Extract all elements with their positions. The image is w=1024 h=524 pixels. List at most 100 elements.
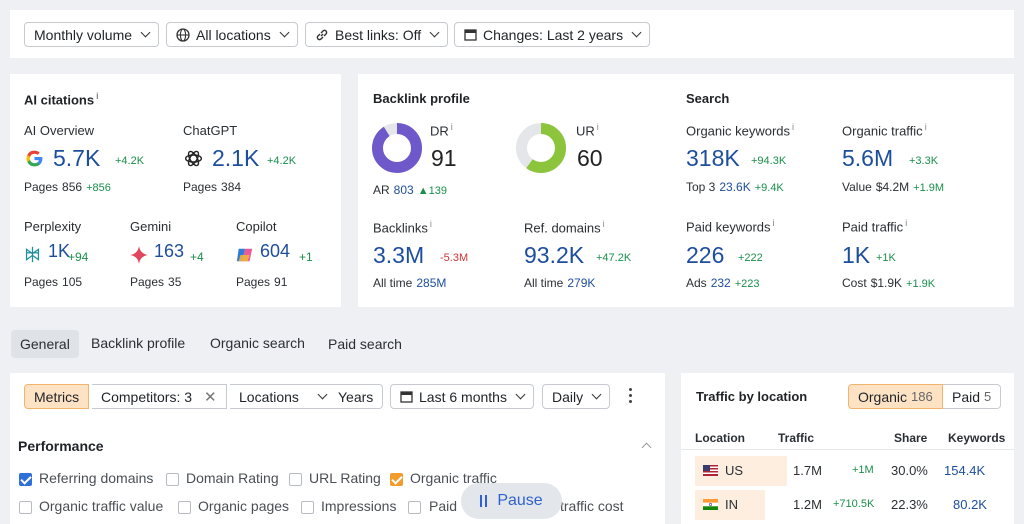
tab-general[interactable]: General — [11, 330, 79, 358]
value-delta: +1.9M — [913, 182, 945, 194]
ur-label: UR i — [576, 122, 599, 138]
location-name[interactable]: US — [725, 463, 744, 478]
keywords-value[interactable]: 80.2K — [953, 497, 987, 512]
organic-toggle-count: 186 — [911, 389, 933, 404]
gemini-value[interactable]: 163 — [154, 241, 185, 261]
copilot-delta: +1 — [299, 250, 313, 264]
calendar-icon — [464, 29, 477, 41]
organic-toggle[interactable]: Organic 186 — [848, 384, 943, 409]
impressions-checkbox[interactable] — [301, 501, 314, 514]
pause-button[interactable]: Pause — [461, 483, 562, 519]
pages-value[interactable]: 384 — [221, 180, 242, 194]
copilot-value[interactable]: 604 — [260, 241, 291, 261]
dr-ring — [372, 123, 422, 173]
ai-overview-value[interactable]: 5.7K — [53, 145, 101, 171]
filter-bar: Monthly volume All locations Best links:… — [10, 10, 1014, 58]
paid-toggle[interactable]: Paid 5 — [943, 384, 1002, 409]
info-icon[interactable]: i — [450, 122, 453, 132]
organic-traffic-value-checkbox[interactable] — [19, 501, 32, 514]
perplexity-value[interactable]: 1K — [48, 241, 71, 261]
pages-value[interactable]: 856 — [62, 180, 83, 194]
value-amount[interactable]: $4.2M — [875, 180, 910, 194]
pages-value[interactable]: 105 — [62, 275, 83, 289]
chevron-down-icon — [631, 27, 642, 38]
paid-checkbox[interactable] — [408, 501, 421, 514]
col-keywords[interactable]: Keywords — [948, 431, 1006, 445]
granularity-dropdown[interactable]: Daily — [542, 384, 611, 409]
dr-value[interactable]: 91 — [431, 145, 457, 171]
col-location[interactable]: Location — [695, 431, 745, 445]
performance-title: Performance — [18, 438, 104, 454]
ads-value[interactable]: 232 — [710, 276, 731, 290]
keywords-value[interactable]: 154.4K — [944, 463, 986, 478]
tab-organic-search[interactable]: Organic search — [210, 335, 305, 351]
ar-value[interactable]: 803 — [393, 183, 414, 197]
referring-domains-checkbox[interactable] — [19, 473, 32, 486]
info-icon[interactable]: i — [429, 219, 432, 229]
backlinks-all-time: All time 285M — [373, 276, 446, 290]
all-time-value[interactable]: 279K — [567, 276, 596, 290]
pages-value[interactable]: 91 — [274, 275, 288, 289]
cost-delta: +1.9K — [906, 278, 936, 290]
gemini-delta: +4 — [190, 250, 204, 264]
years-button[interactable]: Years — [329, 384, 384, 409]
monthly-volume-dropdown[interactable]: Monthly volume — [24, 22, 160, 47]
link-icon — [316, 29, 328, 40]
organic-keywords-value[interactable]: 318K — [686, 145, 740, 171]
chevron-down-icon — [429, 27, 440, 38]
cost-value[interactable]: $1.9K — [870, 276, 903, 290]
ref-domains-label: Ref. domains i — [524, 219, 605, 235]
competitors-button[interactable]: Competitors: 3 ✕ — [92, 384, 227, 409]
best-links-dropdown[interactable]: Best links: Off — [305, 22, 449, 47]
paid-traffic-value[interactable]: 1K — [842, 242, 871, 268]
date-range-dropdown[interactable]: Last 6 months — [390, 384, 534, 409]
close-icon[interactable]: ✕ — [204, 388, 217, 406]
col-traffic[interactable]: Traffic — [778, 431, 815, 445]
gemini-pages: Pages 35 — [130, 275, 181, 289]
ai-citations-title-text: AI citations — [24, 92, 95, 108]
info-icon[interactable]: i — [596, 122, 599, 132]
info-icon[interactable]: i — [924, 122, 927, 132]
info-icon[interactable]: i — [792, 122, 795, 132]
paid-keywords-value[interactable]: 226 — [686, 242, 725, 268]
url-rating-checkbox[interactable] — [289, 473, 302, 486]
copilot-icon — [236, 248, 253, 262]
organic-traffic-value[interactable]: 5.6M — [842, 145, 894, 171]
info-icon[interactable]: i — [96, 91, 99, 101]
tab-paid-search[interactable]: Paid search — [328, 336, 402, 352]
paid-traffic-delta: +1K — [876, 252, 896, 264]
location-name[interactable]: IN — [725, 497, 738, 512]
tab-backlink-profile[interactable]: Backlink profile — [91, 335, 186, 351]
years-label: Years — [338, 388, 374, 405]
table-row[interactable]: US 1.7M +1M 30.0% 154.4K — [681, 456, 1014, 486]
more-options-icon[interactable] — [629, 388, 633, 403]
organic-traffic-checkbox[interactable] — [390, 473, 403, 486]
all-time-label: All time — [524, 276, 564, 290]
info-icon[interactable]: i — [602, 219, 605, 229]
backlinks-value[interactable]: 3.3M — [373, 242, 425, 268]
metrics-button[interactable]: Metrics — [24, 384, 90, 409]
chevron-up-icon[interactable] — [641, 442, 652, 453]
perplexity-label: Perplexity — [24, 219, 82, 234]
pages-label: Pages — [24, 180, 59, 194]
pages-value[interactable]: 35 — [168, 275, 182, 289]
table-row[interactable]: IN 1.2M +710.5K 22.3% 80.2K — [681, 490, 1014, 520]
search-title: Search — [686, 91, 730, 106]
top3-value[interactable]: 23.6K — [719, 180, 751, 194]
share-value: 30.0% — [891, 463, 928, 478]
best-links-label: Best links: Off — [335, 26, 422, 43]
col-share[interactable]: Share — [894, 431, 928, 445]
all-locations-dropdown[interactable]: All locations — [166, 22, 298, 47]
domain-rating-checkbox[interactable] — [166, 473, 179, 486]
ref-domains-all-time: All time 279K — [524, 276, 595, 290]
ur-value[interactable]: 60 — [577, 145, 603, 171]
ar-delta: ▲139 — [417, 185, 447, 197]
chatgpt-value[interactable]: 2.1K — [212, 145, 260, 171]
all-time-value[interactable]: 285M — [416, 276, 447, 290]
changes-dropdown[interactable]: Changes: Last 2 years — [454, 22, 651, 47]
info-icon[interactable]: i — [905, 218, 908, 228]
organic-pages-checkbox[interactable] — [178, 501, 191, 514]
ref-domains-value[interactable]: 93.2K — [524, 242, 585, 268]
locations-dropdown[interactable]: Locations — [230, 384, 336, 409]
info-icon[interactable]: i — [772, 218, 775, 228]
